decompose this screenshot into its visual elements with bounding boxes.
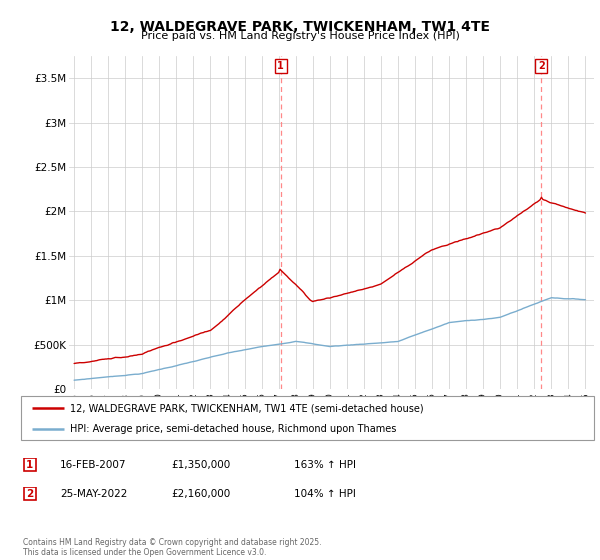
Text: 1: 1: [277, 61, 284, 71]
Text: Contains HM Land Registry data © Crown copyright and database right 2025.
This d: Contains HM Land Registry data © Crown c…: [23, 538, 322, 557]
Text: 163% ↑ HPI: 163% ↑ HPI: [294, 460, 356, 470]
Text: Price paid vs. HM Land Registry's House Price Index (HPI): Price paid vs. HM Land Registry's House …: [140, 31, 460, 41]
FancyBboxPatch shape: [23, 458, 36, 472]
Text: 1: 1: [26, 460, 34, 470]
Text: 25-MAY-2022: 25-MAY-2022: [60, 489, 127, 499]
Text: 12, WALDEGRAVE PARK, TWICKENHAM, TW1 4TE (semi-detached house): 12, WALDEGRAVE PARK, TWICKENHAM, TW1 4TE…: [70, 403, 424, 413]
Text: 2: 2: [538, 61, 545, 71]
FancyBboxPatch shape: [21, 396, 594, 440]
Text: 16-FEB-2007: 16-FEB-2007: [60, 460, 127, 470]
Text: 12, WALDEGRAVE PARK, TWICKENHAM, TW1 4TE: 12, WALDEGRAVE PARK, TWICKENHAM, TW1 4TE: [110, 20, 490, 34]
Text: 104% ↑ HPI: 104% ↑ HPI: [294, 489, 356, 499]
FancyBboxPatch shape: [23, 487, 36, 501]
Text: £1,350,000: £1,350,000: [171, 460, 230, 470]
Text: HPI: Average price, semi-detached house, Richmond upon Thames: HPI: Average price, semi-detached house,…: [70, 424, 396, 433]
Text: 2: 2: [26, 489, 34, 499]
Text: £2,160,000: £2,160,000: [171, 489, 230, 499]
